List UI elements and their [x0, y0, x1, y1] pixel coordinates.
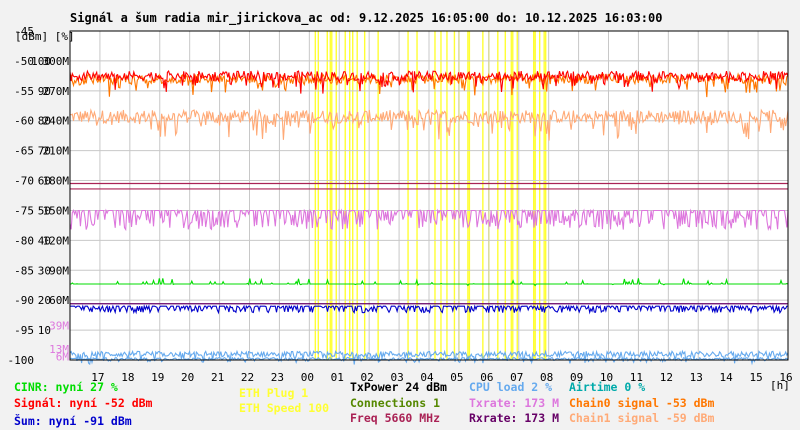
- x-tick-18: 11: [630, 371, 643, 384]
- y-tick-dbm-6: -75: [14, 204, 34, 217]
- chart-title: Signál a šum radia mir_jirickova_ac od: …: [70, 11, 663, 25]
- legend-signal: Signál: nyní -52 dBm: [14, 396, 153, 410]
- y-tick-pct-1: 90: [38, 85, 51, 98]
- y-tick-dbm-5: -70: [14, 175, 34, 188]
- series-signal-line: [69, 69, 789, 94]
- x-tick-9: 02: [361, 371, 374, 384]
- y-tick-pct-4: 60: [38, 175, 51, 188]
- y-tick-rate-5: 150M: [43, 204, 70, 217]
- y-tick-dbm-10: -95: [14, 324, 34, 337]
- y-tick-dbm-7: -80: [14, 234, 34, 247]
- legend-rxrate: Rxrate: 173 M: [469, 411, 560, 425]
- x-tick-4: 21: [211, 371, 224, 384]
- series-noise-line: [70, 304, 788, 315]
- y-tick-rate-3: 210M: [43, 145, 70, 158]
- y-tick-dbm-9: -90: [14, 294, 34, 307]
- y-tick-rate-11: 6M: [56, 350, 70, 363]
- legend-noise: Šum: nyní -91 dBm: [14, 414, 132, 428]
- y-tick-rate-10: 13M: [49, 343, 69, 356]
- series-txrate-line: [69, 208, 789, 232]
- y-tick-pct-3: 70: [38, 145, 51, 158]
- x-tick-16: 09: [570, 371, 583, 384]
- legend-chain0: Chain0 signal -53 dBm: [569, 396, 715, 410]
- x-tick-15: 08: [540, 371, 553, 384]
- legend-cinr: CINR: nyní 27 %: [14, 380, 118, 394]
- y-tick-pct-7: 30: [38, 264, 51, 277]
- x-tick-3: 20: [181, 371, 194, 384]
- x-tick-7: 00: [301, 371, 314, 384]
- y-tick-rate-1: 270M: [43, 85, 70, 98]
- x-tick-6: 23: [271, 371, 284, 384]
- y-tick-dbm-11: -100: [8, 354, 35, 367]
- y-tick-dbm-1: -50: [14, 55, 34, 68]
- legend-freq: Freq 5660 MHz: [350, 411, 441, 425]
- y-unit-label: [dBm] [%]: [15, 30, 75, 43]
- y-tick-pct-0: 100: [31, 55, 51, 68]
- y-tick-rate-9: 39M: [49, 319, 69, 332]
- x-unit-label: [h]: [770, 379, 790, 392]
- y-tick-rate-0: 300M: [43, 55, 70, 68]
- y-tick-rate-4: 180M: [43, 175, 70, 188]
- x-tick-19: 12: [660, 371, 673, 384]
- y-tick-pct-5: 50: [38, 204, 51, 217]
- y-tick-dbm-2: -55: [14, 85, 34, 98]
- legend-cpu: CPU load 2 %: [469, 380, 553, 394]
- series-cinr-line: [70, 277, 789, 287]
- plot-border: [69, 30, 789, 361]
- y-tick-rate-2: 240M: [43, 115, 70, 128]
- x-tick-1: 18: [121, 371, 134, 384]
- x-tick-13: 06: [480, 371, 493, 384]
- series-cpu-line: [69, 349, 789, 366]
- legend-connections: Connections 1: [350, 396, 441, 410]
- legend-eth-speed: ETH Speed 100: [239, 401, 330, 415]
- x-tick-17: 10: [600, 371, 613, 384]
- x-tick-8: 01: [331, 371, 344, 384]
- legend-eth-plug: ETH Plug 1: [239, 386, 309, 400]
- y-tick-dbm-8: -85: [14, 264, 34, 277]
- y-tick-dbm-3: -60: [14, 115, 34, 128]
- y-tick-pct-9: 10: [38, 324, 51, 337]
- legend-txpower: TxPower 24 dBm: [350, 380, 447, 394]
- y-tick-rate-6: 120M: [43, 234, 70, 247]
- x-tick-2: 19: [151, 371, 164, 384]
- y-tick-pct-2: 80: [38, 115, 51, 128]
- x-tick-5: 22: [241, 371, 254, 384]
- x-tick-10: 03: [390, 371, 403, 384]
- x-tick-22: 15: [749, 371, 762, 384]
- x-tick-12: 05: [450, 371, 463, 384]
- x-tick-21: 14: [720, 371, 734, 384]
- legend-airtime: Airtime 0 %: [569, 380, 646, 394]
- y-tick-pct-6: 40: [38, 234, 51, 247]
- x-tick-20: 13: [690, 371, 703, 384]
- legend-txrate: Txrate: 173 M: [469, 396, 560, 410]
- y-tick-pct-8: 20: [38, 294, 51, 307]
- y-tick-rate-7: 90M: [49, 264, 69, 277]
- x-tick-11: 04: [420, 371, 434, 384]
- x-tick-0: 17: [91, 371, 104, 384]
- x-tick-14: 07: [510, 371, 523, 384]
- y-tick-rate-8: 60M: [49, 294, 69, 307]
- legend-chain1: Chain1 signal -59 dBm: [569, 411, 715, 425]
- series-chain1-line: [69, 108, 789, 141]
- y-tick-dbm-4: -65: [14, 145, 34, 158]
- x-tick-23: 16: [779, 371, 792, 384]
- y-tick-dbm-0: -45: [14, 25, 34, 38]
